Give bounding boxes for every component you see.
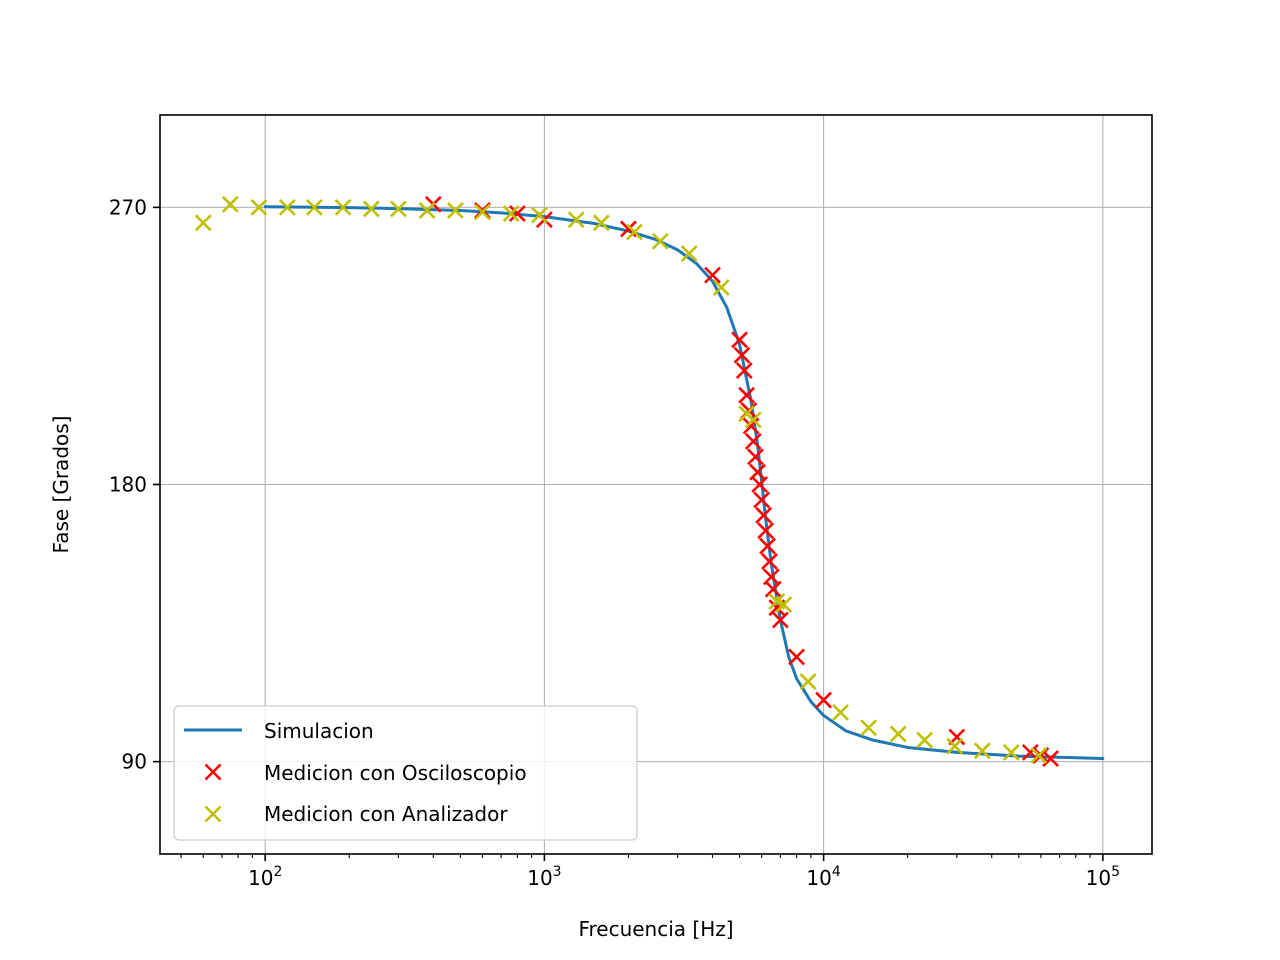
data-point-osciloscopio: [751, 476, 769, 493]
data-point-analizador: [250, 198, 268, 216]
data-point-analizador: [362, 200, 380, 218]
data-point-analizador: [712, 279, 730, 296]
legend-label-osciloscopio: Medicion con Osciloscopio: [264, 761, 527, 785]
axis-ticks: 102 103 104 105 90 180 270: [109, 195, 1120, 890]
y-tick-label: 270: [109, 195, 147, 219]
data-point-analizador: [916, 731, 934, 749]
data-point-analizador: [221, 195, 239, 213]
x-tick-label: 104: [806, 864, 840, 890]
data-point-analizador: [305, 198, 323, 216]
legend-cross-analizador: [204, 805, 222, 823]
data-point-analizador: [389, 200, 407, 218]
data-point-analizador: [775, 596, 793, 614]
data-point-osciloscopio: [747, 448, 764, 466]
data-point-osciloscopio: [815, 691, 833, 709]
data-point-analizador: [194, 214, 212, 232]
data-point-analizador: [446, 202, 464, 219]
x-axis-label: Frecuencia [Hz]: [578, 917, 733, 941]
data-point-analizador: [567, 211, 585, 229]
data-point-osciloscopio: [757, 522, 775, 540]
data-point-osciloscopio: [761, 553, 778, 570]
data-point-analizador: [1030, 747, 1048, 764]
data-point-osciloscopio: [1032, 747, 1050, 764]
data-point-osciloscopio: [764, 580, 782, 598]
legend-marker-analizador: [204, 805, 222, 823]
data-point-osciloscopio: [753, 491, 771, 509]
data-point-osciloscopio: [731, 331, 748, 349]
data-point-analizador: [832, 703, 849, 721]
x-tick-label: 103: [527, 864, 561, 890]
data-point-analizador: [625, 223, 643, 241]
data-point-osciloscopio: [735, 362, 753, 379]
data-point-osciloscopio: [788, 648, 805, 666]
legend-label-analizador: Medicion con Analizador: [264, 802, 508, 826]
data-point-osciloscopio: [771, 611, 789, 629]
data-point-analizador: [973, 742, 991, 760]
y-axis-label: Fase [Grados]: [49, 416, 73, 554]
data-point-analizador: [860, 719, 878, 737]
data-point-analizador: [531, 206, 548, 224]
x-tick-label: 102: [248, 864, 282, 890]
series-line-simulacion: [263, 205, 1105, 761]
y-tick-label: 180: [109, 473, 147, 497]
data-point-analizador: [502, 205, 520, 222]
data-point-osciloscopio: [755, 506, 773, 524]
data-series: [194, 195, 1105, 767]
y-tick-label: 90: [122, 750, 147, 774]
data-point-osciloscopio: [744, 432, 762, 450]
data-point-analizador: [680, 245, 698, 262]
legend-label-simulacion: Simulacion: [264, 719, 374, 743]
data-point-analizador: [651, 232, 669, 250]
x-tick-label: 105: [1086, 864, 1120, 890]
data-point-analizador: [418, 202, 436, 219]
data-point-osciloscopio: [759, 537, 777, 555]
data-point-osciloscopio: [704, 266, 721, 284]
data-point-osciloscopio: [733, 346, 751, 364]
data-point-analizador: [946, 737, 964, 755]
legend-marker-osciloscopio: [204, 763, 222, 781]
data-point-analizador: [799, 673, 817, 690]
data-point-analizador: [1002, 743, 1020, 761]
data-point-analizador: [474, 203, 491, 221]
data-point-analizador: [278, 198, 296, 216]
data-point-analizador: [744, 411, 762, 429]
data-point-osciloscopio: [738, 386, 756, 404]
legend: Simulacion Medicion con Osciloscopio Med…: [173, 705, 638, 841]
legend-cross-osciloscopio: [204, 763, 222, 781]
data-point-analizador: [889, 725, 907, 743]
data-point-analizador: [592, 214, 610, 232]
data-point-osciloscopio: [508, 205, 526, 222]
data-point-analizador: [334, 198, 352, 216]
legend-box: [173, 705, 638, 841]
